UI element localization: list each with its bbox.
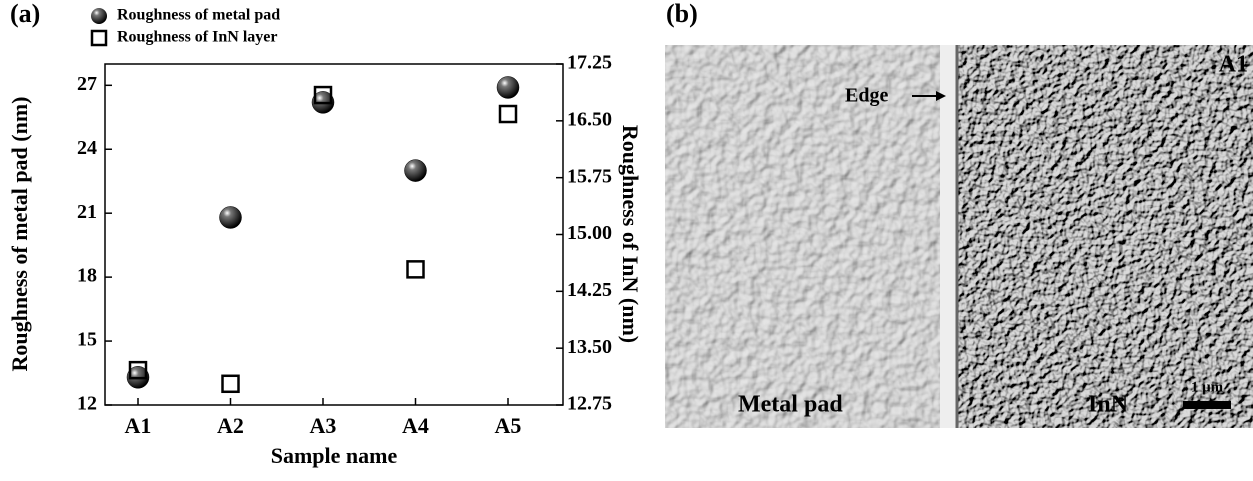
scatter-panel: (a) Sample name Roughness of metal pad (… <box>7 0 643 468</box>
sample-label: A1 <box>1219 52 1248 78</box>
point <box>406 260 425 279</box>
region-label: InN <box>1088 392 1129 418</box>
y2-tick-label: 15.75 <box>567 165 612 187</box>
x-tick-label: A2 <box>217 413 244 438</box>
x-tick-label: A1 <box>125 413 152 438</box>
legend-marker <box>91 8 107 24</box>
y2-tick-label: 16.50 <box>567 108 612 130</box>
y2-tick-label: 13.50 <box>567 336 612 358</box>
x-axis-label: Sample name <box>271 443 398 468</box>
y2-tick-label: 12.75 <box>567 393 612 415</box>
plot-frame <box>104 63 564 406</box>
edge-arrow-head <box>936 91 946 101</box>
legend-label: Roughness of InN layer <box>117 29 277 46</box>
point <box>219 206 242 229</box>
inn-surface <box>955 45 1253 428</box>
y2-axis-label: Roughness of InN (nm) <box>618 125 643 343</box>
y2-tick-label: 15.00 <box>567 222 612 244</box>
x-tick-label: A5 <box>495 413 522 438</box>
y2-tick-label: 17.25 <box>567 52 612 74</box>
y-tick-label: 21 <box>77 201 97 223</box>
edge-strip <box>940 45 958 428</box>
edge-label: Edge <box>845 85 888 107</box>
x-tick-label: A4 <box>402 413 429 438</box>
scale-bar-label: 1 μm <box>1191 379 1224 395</box>
point <box>498 104 518 124</box>
y-tick-label: 12 <box>77 393 97 415</box>
y-tick-label: 18 <box>77 265 97 287</box>
y-tick-label: 27 <box>77 73 97 95</box>
point <box>404 159 427 182</box>
panel-label: (b) <box>666 0 698 28</box>
region-label: Metal pad <box>738 392 843 418</box>
point <box>313 85 333 105</box>
sem-panel: (b) Edge A1 Metal pad InN 1 μm <box>665 0 1253 428</box>
y-tick-label: 15 <box>77 329 97 351</box>
point <box>496 76 520 99</box>
y-axis-label: Roughness of metal pad (nm) <box>7 96 32 371</box>
point <box>221 374 240 394</box>
scale-bar <box>1183 401 1231 409</box>
legend-marker <box>90 29 108 47</box>
panel-label: (a) <box>10 0 40 28</box>
x-tick-label: A3 <box>310 413 337 438</box>
y2-tick-label: 14.25 <box>567 279 612 301</box>
metal-pad-surface <box>665 45 943 428</box>
legend-label: Roughness of metal pad <box>117 7 280 24</box>
y-tick-label: 24 <box>77 137 97 159</box>
point <box>128 360 148 380</box>
